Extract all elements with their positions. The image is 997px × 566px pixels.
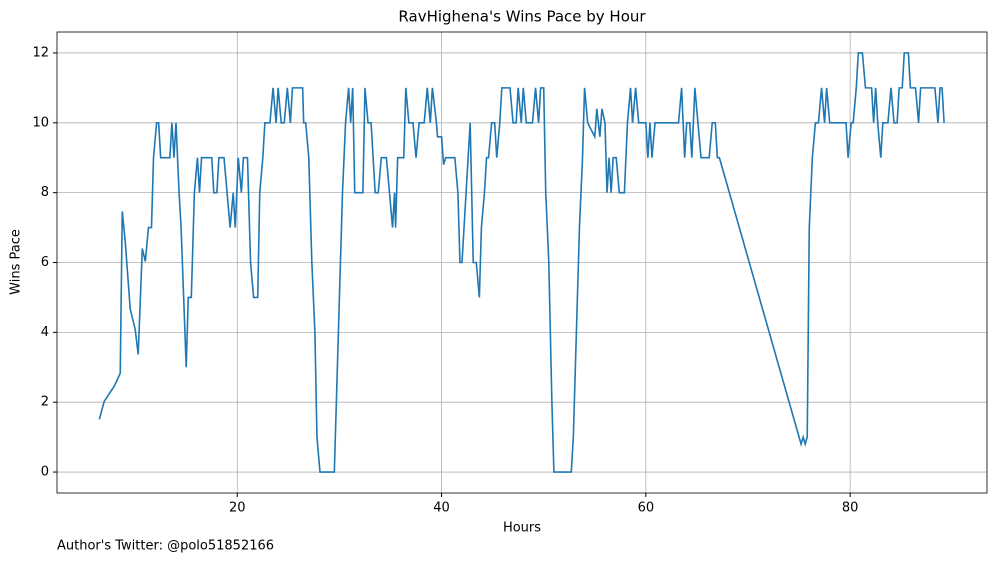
y-tick-label: 12 xyxy=(32,45,49,60)
x-tick-label: 40 xyxy=(433,501,450,516)
y-axis-label: Wins Pace xyxy=(9,229,24,295)
chart-title: RavHighena's Wins Pace by Hour xyxy=(398,8,646,26)
y-tick-label: 10 xyxy=(32,115,49,130)
footnote: Author's Twitter: @polo51852166 xyxy=(57,539,274,554)
x-axis-label: Hours xyxy=(503,521,541,536)
y-tick-label: 6 xyxy=(41,255,49,270)
plot-frame xyxy=(56,31,988,494)
data-line xyxy=(98,52,945,473)
y-tick-label: 4 xyxy=(41,325,49,340)
x-tick-label: 80 xyxy=(842,501,859,516)
y-tick-label: 2 xyxy=(41,395,49,410)
y-tick-label: 0 xyxy=(41,465,49,480)
x-tick-label: 60 xyxy=(638,501,655,516)
y-tick-label: 8 xyxy=(41,185,49,200)
x-tick-label: 20 xyxy=(229,501,246,516)
